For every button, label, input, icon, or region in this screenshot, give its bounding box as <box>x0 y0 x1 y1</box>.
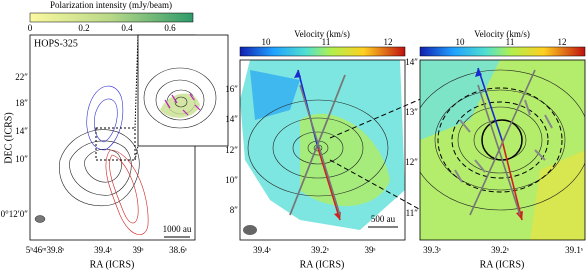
colorbar-tick: 0.2 <box>78 23 89 33</box>
inset <box>137 34 229 147</box>
colorbar-tick: 11 <box>506 37 515 47</box>
x-tick-label: 39.1ˢ <box>565 245 583 255</box>
colorbar <box>29 12 194 23</box>
colorbar-tick: 12 <box>384 37 393 47</box>
colorbar-tick: 10 <box>456 37 466 47</box>
x-axis-label: RA (ICRS) <box>90 259 135 270</box>
x-axis-label: RA (ICRS) <box>300 259 345 270</box>
colorbar <box>239 46 406 57</box>
colorbar-label: Polarization intensity (mJy/beam) <box>50 0 172 10</box>
y-tick-label: 12″ <box>225 145 238 155</box>
x-tick-label: 39ˢ <box>365 245 376 255</box>
x-tick-label: 39ˢ <box>133 245 144 255</box>
colorbar <box>419 46 586 57</box>
panel-image <box>34 85 190 238</box>
y-tick-label: 12″ <box>405 157 418 167</box>
panel-image <box>420 60 585 240</box>
x-tick-label: 39.4ˢ <box>94 245 112 255</box>
y-axis-label: DEC (ICRS) <box>3 112 14 163</box>
panel-image <box>240 60 405 240</box>
y-tick-label: 8″ <box>230 205 239 215</box>
y-tick-label: 0°12′0″ <box>1 209 29 219</box>
y-tick-label: 11″ <box>406 208 419 218</box>
colorbar-label: Velocity (km/s) <box>474 29 530 39</box>
y-tick-label: 14″ <box>15 126 28 136</box>
y-tick-label: 18″ <box>15 98 28 108</box>
colorbar-tick: 12 <box>558 37 567 47</box>
x-tick-label: 39.2ˢ <box>491 245 509 255</box>
outflow-arrows <box>289 69 346 221</box>
x-axis-label: RA (ICRS) <box>480 259 525 270</box>
y-tick-label: 10″ <box>15 154 28 164</box>
colorbar-tick: 0 <box>28 23 33 33</box>
y-tick-label: 22″ <box>15 72 28 82</box>
outflow-arrows <box>469 67 536 221</box>
scale-bar-label: 500 au <box>371 214 396 224</box>
y-tick-label: 13″ <box>405 107 418 117</box>
y-tick-label: 14″ <box>225 114 238 124</box>
x-tick-label: 39.4ˢ <box>253 245 271 255</box>
x-tick-label: 38.6ˢ <box>169 245 187 255</box>
panel-frame <box>239 59 406 241</box>
colorbar-label: Velocity (km/s) <box>294 29 350 39</box>
x-tick-label: 39.3ˢ <box>423 245 441 255</box>
panel-frame <box>419 59 586 241</box>
y-tick-label: 16″ <box>225 84 238 94</box>
scale-bar-label: 1000 au <box>163 224 192 234</box>
y-tick-label: 14″ <box>405 57 418 67</box>
colorbar-tick: 0.4 <box>121 23 133 33</box>
x-tick-label: 39.2ˢ <box>311 245 329 255</box>
y-tick-label: 10″ <box>225 175 238 185</box>
source-label: HOPS-325 <box>34 38 78 49</box>
colorbar-tick: 11 <box>322 37 331 47</box>
x-tick-label: 5ʰ46ᵐ39.8ˢ <box>26 245 65 255</box>
colorbar-tick: 0.6 <box>164 23 176 33</box>
colorbar-tick: 10 <box>262 37 272 47</box>
